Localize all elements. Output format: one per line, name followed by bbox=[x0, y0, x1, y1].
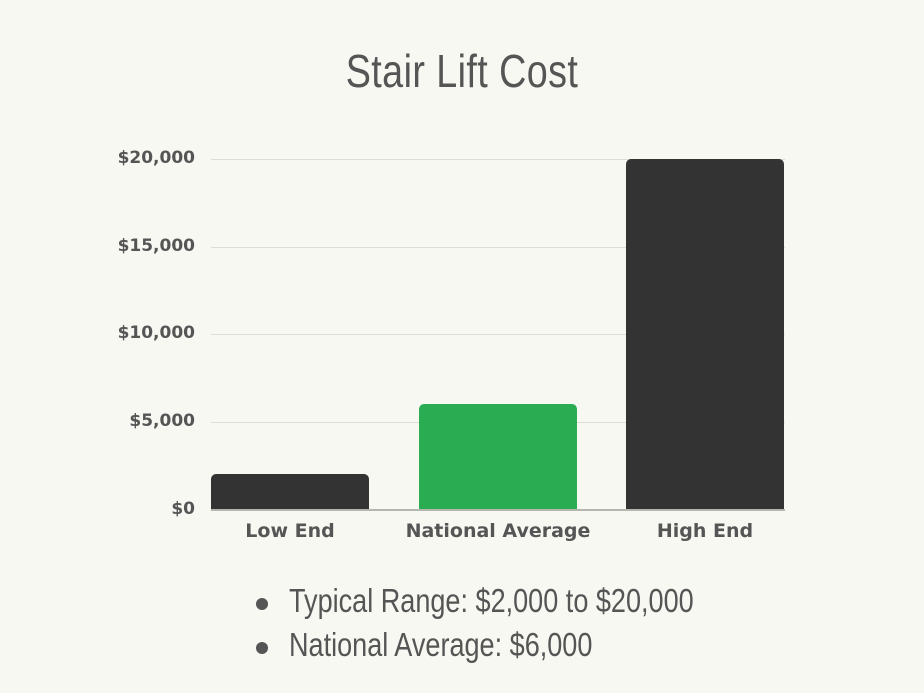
note-text: Typical Range: $2,000 to $20,000 bbox=[289, 582, 694, 619]
gridline bbox=[211, 247, 785, 248]
y-tick-label: $10,000 bbox=[117, 323, 195, 343]
chart-title: Stair Lift Cost bbox=[345, 45, 579, 97]
x-label-high-end: High End bbox=[656, 520, 754, 542]
bullet-icon bbox=[256, 598, 268, 610]
y-tick-label: $15,000 bbox=[117, 236, 195, 256]
bar-high-end bbox=[626, 159, 784, 509]
x-label-low-end: Low End bbox=[245, 520, 335, 542]
note-text: National Average: $6,000 bbox=[289, 626, 593, 663]
gridline bbox=[211, 159, 785, 160]
x-label-national-average: National Average bbox=[405, 520, 591, 542]
y-tick-label: $5,000 bbox=[129, 411, 195, 431]
bar-low-end bbox=[211, 474, 369, 509]
y-tick-label: $0 bbox=[171, 499, 195, 519]
y-tick-label: $20,000 bbox=[117, 148, 195, 168]
bullet-icon bbox=[256, 642, 268, 654]
x-axis-baseline bbox=[211, 509, 785, 511]
plot-area bbox=[211, 159, 785, 511]
gridline bbox=[211, 334, 785, 335]
bar-national-average bbox=[419, 404, 577, 509]
